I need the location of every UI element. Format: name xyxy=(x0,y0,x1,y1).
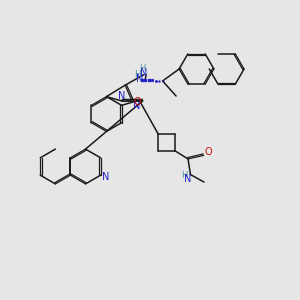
Text: N: N xyxy=(102,172,110,182)
Text: N: N xyxy=(136,74,143,85)
Text: H: H xyxy=(134,70,141,79)
Text: O: O xyxy=(204,147,212,157)
Text: N: N xyxy=(118,91,126,101)
Text: N: N xyxy=(184,174,191,184)
Text: N: N xyxy=(140,68,147,78)
Text: H: H xyxy=(181,171,187,180)
Text: H: H xyxy=(139,64,146,73)
Text: O: O xyxy=(133,97,141,107)
Text: N: N xyxy=(133,101,140,111)
